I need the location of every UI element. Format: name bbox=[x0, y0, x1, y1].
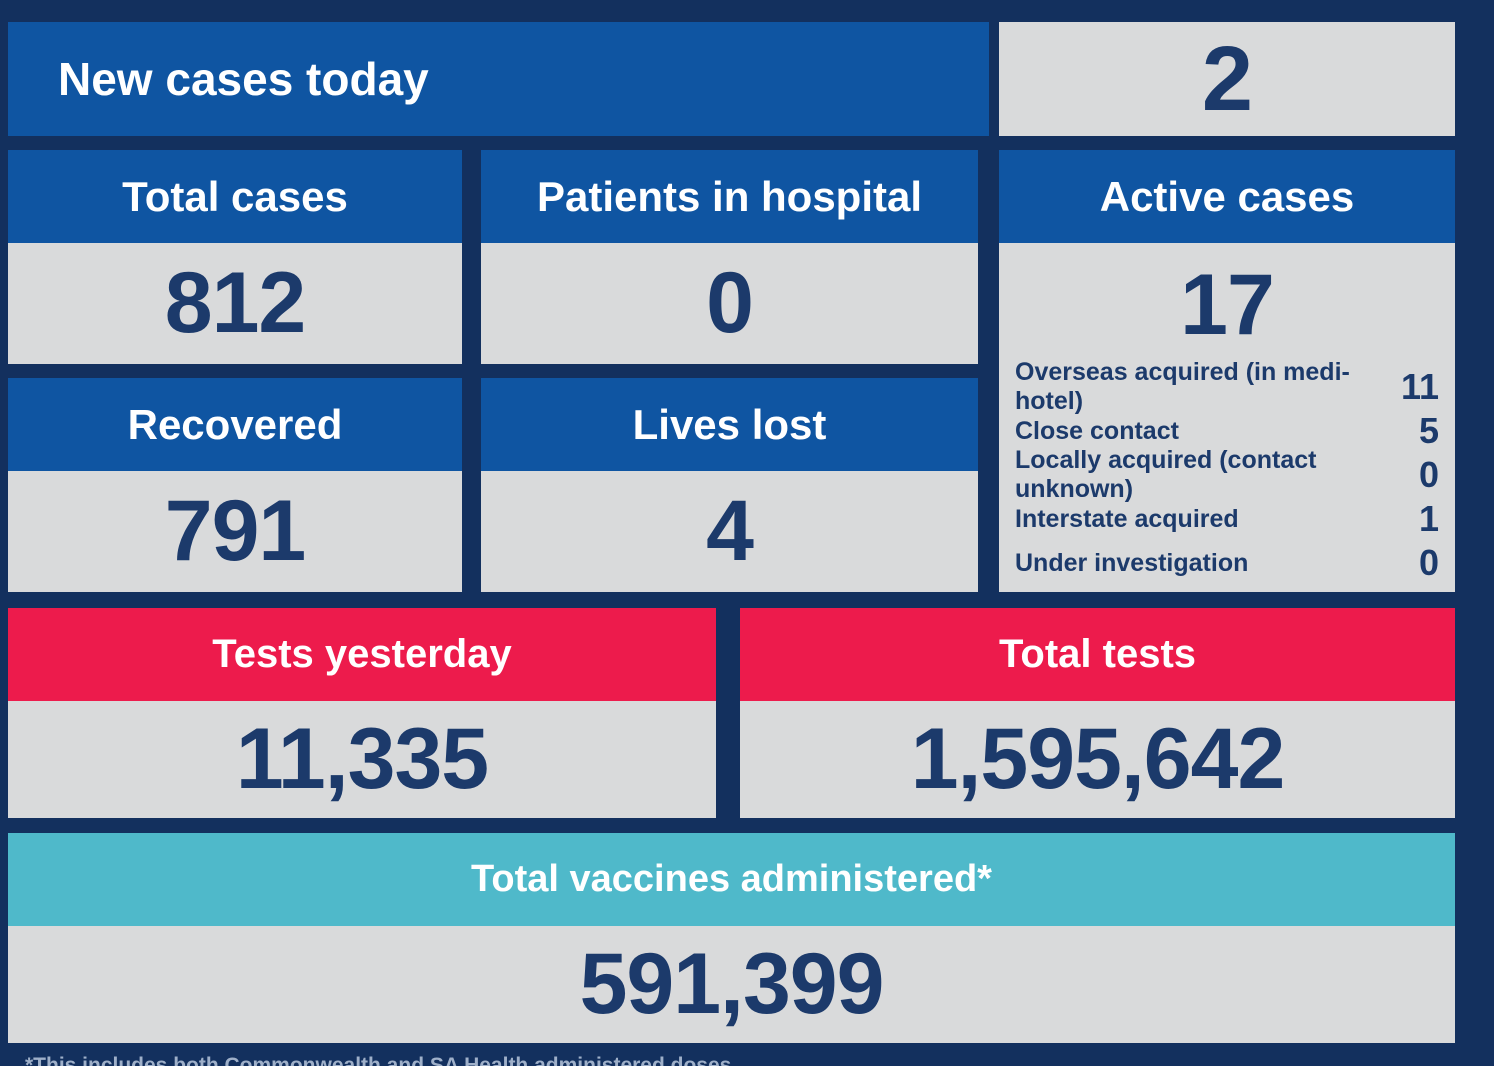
patients-hospital-label: Patients in hospital bbox=[536, 172, 923, 220]
breakdown-row-overseas: Overseas acquired (in medi-hotel) 11 bbox=[1015, 358, 1439, 415]
vaccines-label: Total vaccines administered* bbox=[471, 858, 992, 900]
breakdown-row-close-contact: Close contact 5 bbox=[1015, 409, 1439, 453]
breakdown-value: 5 bbox=[1418, 410, 1439, 451]
new-cases-header: New cases today bbox=[8, 22, 989, 136]
tests-yesterday-header: Tests yesterday bbox=[8, 608, 716, 701]
total-tests-value: 1,595,642 bbox=[910, 711, 1286, 807]
breakdown-label: Locally acquired (contact unknown) bbox=[1015, 446, 1317, 503]
breakdown-row-under-investigation: Under investigation 0 bbox=[1015, 541, 1439, 585]
vaccines-value: 591,399 bbox=[579, 936, 885, 1032]
patients-hospital-value: 0 bbox=[706, 255, 754, 351]
footnote-text: *This includes both Commonwealth and SA … bbox=[25, 1054, 732, 1066]
lives-lost-label: Lives lost bbox=[632, 400, 827, 448]
total-cases-label: Total cases bbox=[122, 172, 348, 220]
total-tests-value-box: 1,595,642 bbox=[740, 701, 1455, 818]
breakdown-value: 0 bbox=[1418, 542, 1439, 583]
total-cases-value-box: 812 bbox=[8, 243, 462, 364]
lives-lost-header: Lives lost bbox=[481, 378, 978, 471]
new-cases-value: 2 bbox=[1201, 27, 1253, 130]
active-cases-value: 17 bbox=[1180, 257, 1275, 353]
total-cases-header: Total cases bbox=[8, 150, 462, 243]
tests-yesterday-label: Tests yesterday bbox=[212, 632, 512, 676]
vaccines-header: Total vaccines administered* bbox=[8, 833, 1455, 926]
total-tests-label: Total tests bbox=[998, 632, 1197, 676]
patients-hospital-value-box: 0 bbox=[481, 243, 978, 364]
breakdown-row-locally-acquired: Locally acquired (contact unknown) 0 bbox=[1015, 446, 1439, 503]
recovered-header: Recovered bbox=[8, 378, 462, 471]
recovered-value: 791 bbox=[164, 483, 306, 579]
active-cases-label: Active cases bbox=[1099, 172, 1355, 220]
breakdown-row-interstate: Interstate acquired 1 bbox=[1015, 497, 1439, 541]
new-cases-label: New cases today bbox=[58, 53, 429, 105]
tests-yesterday-value: 11,335 bbox=[235, 711, 489, 807]
tests-yesterday-value-box: 11,335 bbox=[8, 701, 716, 818]
total-cases-value: 812 bbox=[164, 255, 306, 351]
breakdown-value: 1 bbox=[1418, 498, 1439, 539]
breakdown-label: Overseas acquired (in medi-hotel) bbox=[1015, 358, 1350, 415]
total-tests-header: Total tests bbox=[740, 608, 1455, 701]
active-cases-panel: 17 Overseas acquired (in medi-hotel) 11 … bbox=[999, 243, 1455, 592]
recovered-value-box: 791 bbox=[8, 471, 462, 592]
breakdown-value: 11 bbox=[1400, 366, 1439, 407]
breakdown-label: Close contact bbox=[1015, 416, 1179, 445]
breakdown-label: Under investigation bbox=[1015, 548, 1249, 577]
active-cases-header: Active cases bbox=[999, 150, 1455, 243]
recovered-label: Recovered bbox=[127, 400, 343, 448]
patients-hospital-header: Patients in hospital bbox=[481, 150, 978, 243]
breakdown-label: Interstate acquired bbox=[1015, 504, 1239, 533]
vaccines-value-box: 591,399 bbox=[8, 926, 1455, 1043]
active-cases-breakdown-list: Overseas acquired (in medi-hotel) 11 Clo… bbox=[1015, 358, 1439, 585]
lives-lost-value-box: 4 bbox=[481, 471, 978, 592]
breakdown-value: 0 bbox=[1418, 454, 1439, 495]
new-cases-value-box: 2 bbox=[999, 22, 1455, 136]
lives-lost-value: 4 bbox=[706, 483, 754, 579]
